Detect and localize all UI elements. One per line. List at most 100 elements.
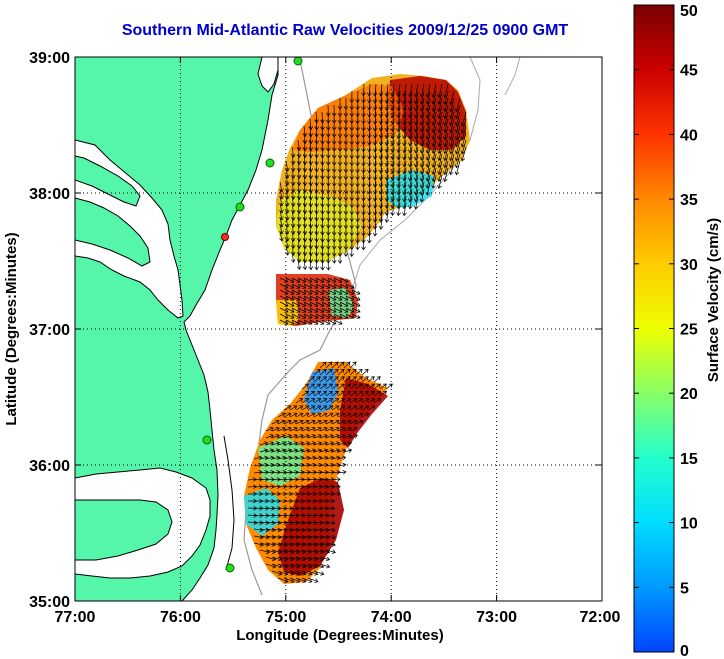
y-tick-label: 35:00 bbox=[29, 594, 70, 611]
velocity-arrow bbox=[319, 419, 328, 425]
velocity-arrow bbox=[307, 419, 316, 425]
velocity-arrow bbox=[303, 319, 313, 325]
velocity-arrow bbox=[283, 405, 292, 411]
velocity-arrow bbox=[277, 527, 288, 533]
velocity-arrow bbox=[320, 244, 325, 257]
velocity-arrow bbox=[378, 125, 384, 139]
velocity-arrow bbox=[331, 491, 341, 497]
velocity-arrow bbox=[285, 313, 295, 319]
velocity-arrow bbox=[265, 513, 276, 518]
colorbar-tick-label: 0 bbox=[680, 643, 689, 659]
velocity-arrow bbox=[448, 97, 455, 113]
velocity-arrow bbox=[259, 520, 270, 526]
velocity-arrow bbox=[307, 570, 319, 576]
velocity-arrow bbox=[378, 90, 384, 104]
velocity-arrow bbox=[384, 181, 390, 195]
velocity-arrow bbox=[384, 195, 390, 209]
velocity-arrow bbox=[265, 520, 276, 526]
velocity-arrow bbox=[307, 441, 317, 446]
velocity-arrow bbox=[355, 376, 363, 383]
velocity-arrow bbox=[355, 405, 364, 411]
velocity-arrow bbox=[259, 441, 269, 446]
velocity-arrow bbox=[253, 469, 263, 475]
velocity-arrow bbox=[277, 426, 286, 432]
velocity-arrow bbox=[343, 405, 352, 411]
colorbar-tick-label: 20 bbox=[680, 386, 698, 403]
velocity-arrow bbox=[302, 258, 308, 271]
velocity-arrow bbox=[408, 195, 413, 210]
velocity-arrow bbox=[319, 390, 328, 397]
velocity-arrow bbox=[307, 513, 318, 518]
velocity-arrow bbox=[337, 426, 346, 432]
velocity-arrow bbox=[289, 577, 301, 583]
velocity-arrow bbox=[390, 104, 396, 119]
velocity-arrow bbox=[325, 441, 335, 446]
velocity-arrow bbox=[367, 153, 372, 167]
velocity-arrow bbox=[314, 258, 319, 271]
velocity-arrow bbox=[277, 513, 288, 518]
velocity-arrow bbox=[307, 405, 316, 411]
velocity-arrow bbox=[367, 195, 372, 209]
velocity-arrow bbox=[313, 383, 321, 390]
velocity-arrow bbox=[384, 146, 390, 160]
velocity-arrow bbox=[333, 307, 343, 313]
velocity-arrow bbox=[320, 139, 325, 152]
velocity-arrow bbox=[283, 563, 295, 569]
velocity-arrow bbox=[319, 513, 330, 518]
velocity-arrow bbox=[313, 376, 321, 383]
velocity-arrow bbox=[361, 83, 366, 97]
velocity-arrow bbox=[361, 174, 366, 188]
velocity-arrow bbox=[454, 160, 461, 176]
velocity-arrow bbox=[283, 419, 292, 425]
velocity-arrow bbox=[283, 412, 292, 418]
velocity-arrow bbox=[367, 90, 372, 104]
velocity-arrow bbox=[283, 513, 294, 518]
velocity-arrow bbox=[372, 223, 378, 237]
velocity-arrow bbox=[291, 319, 301, 325]
velocity-arrow bbox=[337, 368, 345, 376]
velocity-arrow bbox=[279, 313, 289, 319]
velocity-arrow bbox=[378, 160, 384, 174]
velocity-arrow bbox=[355, 419, 364, 425]
velocity-arrow bbox=[302, 174, 308, 187]
velocity-arrow bbox=[289, 434, 298, 439]
velocity-arrow bbox=[302, 160, 308, 173]
x-axis-label: Longitude (Degrees:Minutes) bbox=[236, 627, 444, 644]
velocity-arrow bbox=[454, 104, 461, 120]
velocity-arrow bbox=[321, 289, 331, 295]
velocity-arrow bbox=[277, 441, 287, 446]
velocity-arrow bbox=[337, 251, 343, 264]
velocity-arrow bbox=[325, 477, 335, 482]
velocity-arrow bbox=[331, 484, 341, 489]
velocity-arrow bbox=[319, 477, 329, 482]
velocity-arrow bbox=[313, 570, 325, 576]
velocity-arrow bbox=[289, 520, 300, 526]
velocity-arrow bbox=[320, 216, 325, 229]
velocity-arrow bbox=[339, 289, 349, 295]
velocity-arrow bbox=[378, 209, 384, 223]
velocity-arrow bbox=[361, 146, 366, 160]
velocity-arrow bbox=[331, 251, 337, 264]
velocity-arrow bbox=[308, 244, 314, 257]
colorbar-tick-label: 40 bbox=[680, 127, 698, 144]
velocity-arrow bbox=[361, 209, 366, 223]
velocity-arrow bbox=[343, 412, 352, 418]
velocity-arrow bbox=[277, 419, 286, 425]
velocity-arrow bbox=[320, 258, 325, 271]
velocity-arrow bbox=[295, 527, 306, 533]
velocity-arrow bbox=[325, 527, 336, 533]
velocity-arrow bbox=[295, 441, 305, 446]
velocity-arrow bbox=[367, 146, 372, 160]
velocity-arrow bbox=[460, 111, 467, 127]
velocity-arrow bbox=[289, 426, 298, 432]
velocity-arrow bbox=[349, 405, 358, 411]
velocity-arrow bbox=[308, 237, 314, 250]
velocity-arrow bbox=[384, 202, 390, 216]
velocity-arrow bbox=[339, 307, 349, 313]
velocity-arrow bbox=[379, 383, 387, 390]
velocity-arrow bbox=[331, 376, 339, 383]
velocity-arrow bbox=[320, 251, 325, 264]
velocity-arrow bbox=[325, 405, 334, 411]
velocity-arrow bbox=[355, 390, 364, 397]
velocity-arrow bbox=[333, 295, 343, 301]
